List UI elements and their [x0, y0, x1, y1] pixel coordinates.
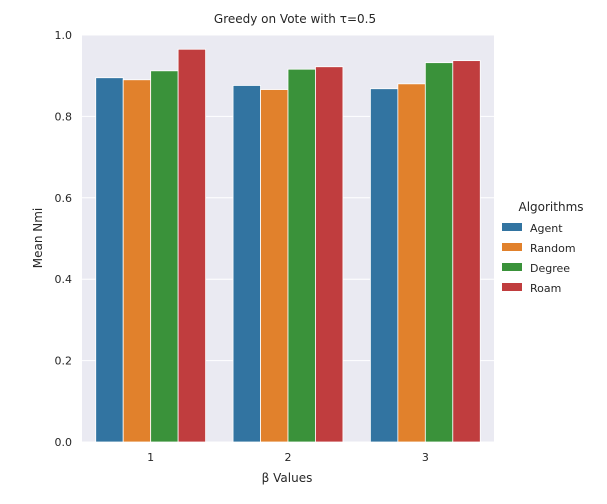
- bar-random-3: [397, 83, 426, 443]
- legend-swatch-agent: [502, 223, 522, 231]
- legend-label-degree: Degree: [530, 262, 570, 275]
- y-tick-label: 0.4: [55, 273, 73, 286]
- y-tick-label: 0.0: [55, 436, 73, 449]
- bar-degree-2: [287, 68, 316, 443]
- bar-roam-3: [452, 60, 481, 443]
- y-axis-ticks: 0.0 0.2 0.4 0.6 0.8 1.0: [55, 29, 73, 449]
- y-tick-label: 1.0: [55, 29, 73, 42]
- x-tick-label: 3: [422, 451, 429, 464]
- bar-agent-1: [95, 77, 124, 443]
- legend-items: Agent Random Degree Roam: [502, 222, 576, 295]
- bar-agent-2: [232, 85, 261, 443]
- legend-swatch-random: [502, 243, 522, 251]
- x-axis-ticks: 1 2 3: [147, 451, 429, 464]
- bar-roam-2: [315, 66, 344, 443]
- legend-title: Algorithms: [518, 200, 583, 214]
- legend-swatch-roam: [502, 283, 522, 291]
- legend-label-roam: Roam: [530, 282, 561, 295]
- legend-label-random: Random: [530, 242, 576, 255]
- y-tick-label: 0.6: [55, 192, 73, 205]
- bar-agent-3: [369, 88, 399, 443]
- bar-roam-1: [177, 48, 206, 443]
- chart-title: Greedy on Vote with τ=0.5: [214, 12, 376, 26]
- x-tick-label: 1: [147, 451, 154, 464]
- x-tick-label: 2: [285, 451, 292, 464]
- legend: Algorithms Agent Random Degree Roam: [502, 200, 584, 295]
- y-axis-label: Mean Nmi: [31, 208, 45, 269]
- bar-degree-1: [150, 70, 179, 443]
- bar-random-2: [260, 89, 289, 443]
- bar-degree-3: [424, 62, 454, 443]
- legend-label-agent: Agent: [530, 222, 563, 235]
- y-tick-label: 0.8: [55, 110, 73, 123]
- legend-swatch-degree: [502, 263, 522, 271]
- bar-random-1: [122, 79, 152, 443]
- y-tick-label: 0.2: [55, 355, 73, 368]
- x-axis-label: β Values: [262, 471, 313, 485]
- bars: [95, 48, 481, 443]
